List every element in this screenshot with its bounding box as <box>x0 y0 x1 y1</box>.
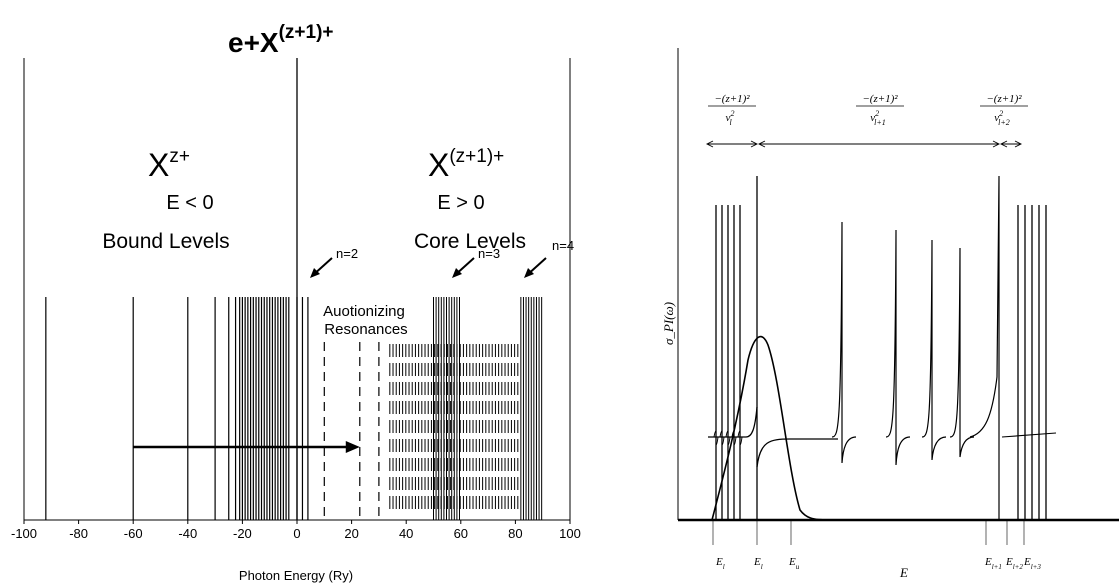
x-tick-label: 100 <box>559 526 581 541</box>
x-tick-label: -60 <box>124 526 143 541</box>
svg-text:El+2: El+2 <box>1005 556 1023 571</box>
x-tick-label: 20 <box>344 526 358 541</box>
autoionizing-label-line1: Auotionizing <box>323 303 405 320</box>
background-cross-section <box>708 406 838 468</box>
energy-levels <box>45 297 309 520</box>
x-tick-label: -20 <box>233 526 252 541</box>
diagram-title: e+X(z+1)+ <box>228 22 334 58</box>
energy-tick-labels: El El Eu El+1 El+2 El+3 <box>715 556 1041 571</box>
x-tick-label: -40 <box>178 526 197 541</box>
series-arrow-n3 <box>452 257 475 278</box>
resonance-label-backing <box>316 300 414 340</box>
autoionizing-resonances <box>323 297 543 520</box>
cross-section-curves <box>708 175 1057 545</box>
svg-text:ν2l+2: ν2 l+2 <box>994 109 1010 127</box>
svg-text:Eu: Eu <box>788 556 800 571</box>
series-label-n2: n=2 <box>336 246 358 261</box>
energy-tick-label: El+1 <box>984 556 1002 571</box>
fano-resonance <box>949 247 975 458</box>
x-axis-label: E <box>899 565 908 580</box>
series-arrow-n2 <box>310 257 333 278</box>
transition-arrow <box>133 441 360 453</box>
arrow-head-left <box>757 140 766 148</box>
series-label-n3: n=3 <box>478 246 500 261</box>
series-label-n4: n=4 <box>552 238 574 253</box>
arrow-head-right <box>1014 140 1023 148</box>
bound-levels-label: Bound Levels <box>102 230 229 253</box>
fano-resonance <box>831 221 857 464</box>
threshold-rise <box>969 175 1000 520</box>
core-levels-label: Core Levels <box>414 230 526 253</box>
fano-resonance <box>921 239 947 461</box>
bound-ion-symbol: Xz+ <box>148 146 190 183</box>
x-tick-label: 0 <box>293 526 300 541</box>
rydberg-fano <box>719 430 725 446</box>
x-tick-label: 40 <box>399 526 413 541</box>
interval-label: −(z+1)² ν2 l <box>708 93 756 127</box>
upper-background <box>1001 432 1057 438</box>
energy-tick-label: El <box>715 556 725 571</box>
arrow-head-right <box>750 140 759 148</box>
svg-text:−(z+1)²: −(z+1)² <box>986 93 1022 105</box>
left-energy-diagram: e+X(z+1)+ Xz+ E < 0 Bound Levels X(z+1)+… <box>11 22 581 583</box>
energy-tick-label: El+3 <box>1023 556 1041 571</box>
energy-tick-label: El+2 <box>1005 556 1023 571</box>
core-ion-symbol: X(z+1)+ <box>428 146 504 183</box>
right-cross-section-plot: σ_PI(ω) E −(z+1)² ν2 l −(z+1)² ν2 l+1 −(z+… <box>661 48 1119 580</box>
rydberg-fano <box>737 430 743 446</box>
x-tick-label: 60 <box>454 526 468 541</box>
x-axis-label: Photon Energy (Ry) <box>239 568 353 583</box>
x-tick-label: -100 <box>11 526 37 541</box>
arrow-head-left <box>705 140 714 148</box>
interval-label: −(z+1)² ν2 l+2 <box>980 93 1028 127</box>
transition-arrow-head <box>345 441 360 453</box>
svg-text:El+1: El+1 <box>984 556 1002 571</box>
rydberg-fano <box>713 430 719 446</box>
x-tick-label: -80 <box>69 526 88 541</box>
svg-text:El+3: El+3 <box>1023 556 1041 571</box>
svg-text:El: El <box>715 556 725 571</box>
energy-tick-label: Eu <box>788 556 800 571</box>
energy-tick-label: El <box>753 556 763 571</box>
svg-text:El: El <box>753 556 763 571</box>
arrow-head-left <box>999 140 1008 148</box>
broad-resonance <box>711 335 831 521</box>
rydberg-fano <box>725 430 731 446</box>
bound-energy-condition: E < 0 <box>166 192 213 214</box>
interval-arrows <box>705 140 1023 148</box>
svg-text:ν2l+1: ν2 l+1 <box>870 109 886 127</box>
autoionizing-label-line2: Resonances <box>324 321 407 338</box>
arrow-head-right <box>992 140 1001 148</box>
series-arrow-n4 <box>524 257 547 278</box>
x-tick-label: 80 <box>508 526 522 541</box>
x-axis: -100 -80 -60 -40 -20 0 20 40 60 80 100 <box>11 520 581 541</box>
svg-text:−(z+1)²: −(z+1)² <box>714 93 750 105</box>
interval-label: −(z+1)² ν2 l+1 <box>856 93 904 127</box>
y-axis-label: σ_PI(ω) <box>661 302 676 345</box>
core-energy-condition: E > 0 <box>437 192 484 214</box>
svg-text:−(z+1)²: −(z+1)² <box>862 93 898 105</box>
svg-text:ν2l: ν2 l <box>726 109 735 127</box>
quantum-defect-intervals: −(z+1)² ν2 l −(z+1)² ν2 l+1 −(z+1)² ν2 l+2 <box>705 93 1028 148</box>
fano-resonance <box>885 229 911 466</box>
